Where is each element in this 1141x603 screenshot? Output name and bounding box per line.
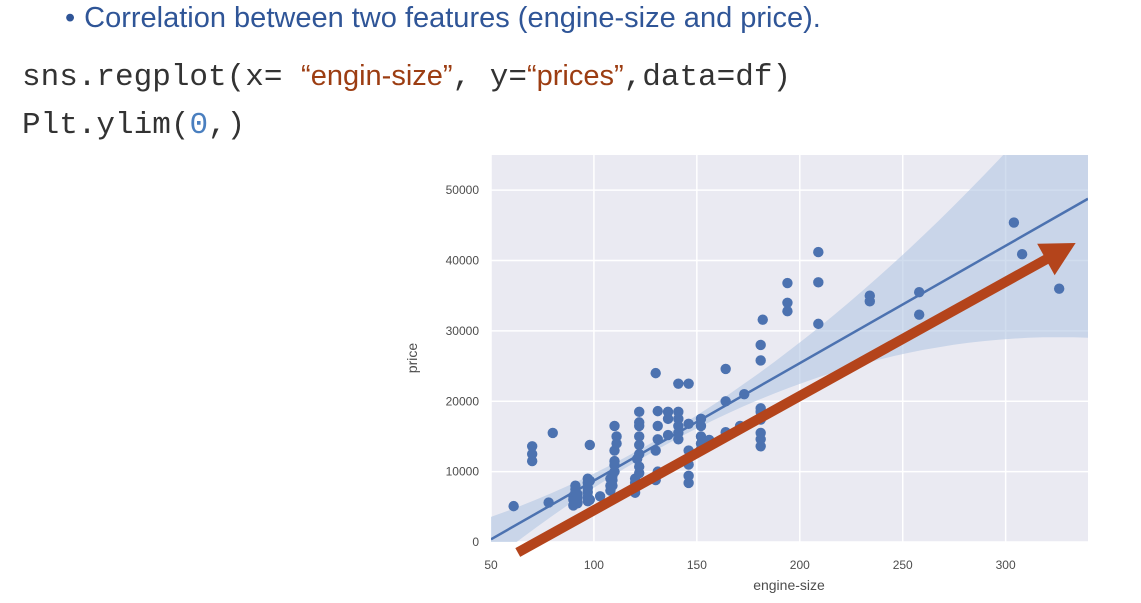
y-tick-label: 0 [472, 535, 479, 549]
data-point [755, 339, 766, 351]
trend-arrow-head [1037, 242, 1076, 276]
data-point [634, 431, 645, 442]
x-tick-label: 200 [790, 558, 810, 572]
data-point [543, 497, 554, 508]
data-point [673, 378, 684, 389]
x-tick-label: 300 [996, 558, 1016, 572]
trend-arrow [515, 242, 1076, 557]
data-point [813, 246, 824, 258]
data-point [913, 287, 925, 298]
confidence-band [491, 155, 1088, 542]
x-tick-label: 150 [687, 558, 707, 572]
trend-arrow-shaft [515, 254, 1051, 557]
data-point [739, 389, 750, 400]
data-point [755, 355, 766, 366]
code-regplot-suffix: ,data=df) [623, 60, 792, 95]
data-point [634, 417, 645, 428]
data-point [508, 500, 519, 512]
data-point [1016, 249, 1028, 260]
data-point [594, 491, 606, 502]
y-tick-label: 50000 [446, 183, 480, 197]
code-ylim-prefix: Plt.ylim( [22, 108, 190, 143]
data-point [650, 445, 661, 456]
data-point [526, 441, 538, 452]
data-point [695, 431, 707, 442]
data-point [609, 455, 620, 467]
data-point [1053, 283, 1065, 294]
data-point [755, 427, 766, 439]
data-point [570, 480, 581, 491]
y-tick-label: 10000 [446, 465, 480, 479]
x-tick-label: 50 [484, 558, 498, 572]
data-point [864, 290, 875, 301]
y-tick-label: 40000 [446, 254, 480, 268]
code-line-ylim: Plt.ylim(0,) [22, 108, 245, 143]
data-point [584, 439, 596, 451]
data-point [572, 488, 583, 500]
data-point [609, 420, 620, 432]
data-point [673, 406, 684, 418]
data-point [662, 406, 674, 418]
code-regplot-mid: , y= [452, 60, 527, 95]
data-point [782, 297, 793, 308]
data-point [720, 363, 731, 375]
data-point [526, 448, 538, 460]
data-point [652, 434, 663, 445]
data-point [547, 427, 558, 439]
data-point [813, 318, 824, 330]
data-point [650, 367, 661, 379]
data-points [508, 217, 1065, 512]
y-tick-label: 30000 [446, 324, 480, 338]
code-ylim-suffix: ,) [208, 108, 246, 143]
data-point [1008, 217, 1020, 228]
data-point [695, 413, 707, 425]
data-point [720, 396, 731, 407]
x-tick-label: 250 [893, 558, 913, 572]
code-x-argument: “engin-size” [301, 60, 453, 92]
data-point [782, 277, 793, 289]
data-point [634, 439, 645, 451]
code-ylim-number: 0 [189, 108, 209, 143]
x-axis-ticks: 50 100 150 200 250 300 [484, 558, 1016, 572]
code-regplot-prefix: sns.regplot(x= [22, 60, 302, 95]
bullet-text: Correlation between two features (engine… [84, 2, 821, 34]
data-point [683, 418, 694, 429]
data-point [584, 475, 596, 486]
x-tick-label: 100 [584, 558, 604, 572]
code-line-regplot: sns.regplot(x= “engin-size”, y=“prices”,… [22, 60, 791, 95]
data-point [662, 429, 674, 441]
data-point [782, 306, 793, 317]
code-y-argument: “prices” [526, 60, 624, 92]
data-point [683, 378, 694, 389]
data-point [634, 448, 645, 460]
data-point [652, 405, 663, 417]
data-point [683, 470, 694, 482]
data-point [913, 309, 925, 320]
bullet-dot: • [65, 2, 76, 34]
bullet-heading: • Correlation between two features (engin… [65, 2, 821, 35]
y-axis-ticks: 0 10000 20000 30000 40000 50000 [446, 183, 480, 549]
data-point [652, 420, 663, 432]
data-point [757, 314, 768, 325]
x-axis-label: engine-size [753, 577, 825, 593]
data-point [584, 494, 596, 505]
data-point [611, 431, 622, 442]
data-point [634, 406, 645, 418]
y-axis-label: price [404, 343, 420, 374]
y-tick-label: 20000 [446, 394, 480, 408]
data-point [813, 277, 824, 288]
